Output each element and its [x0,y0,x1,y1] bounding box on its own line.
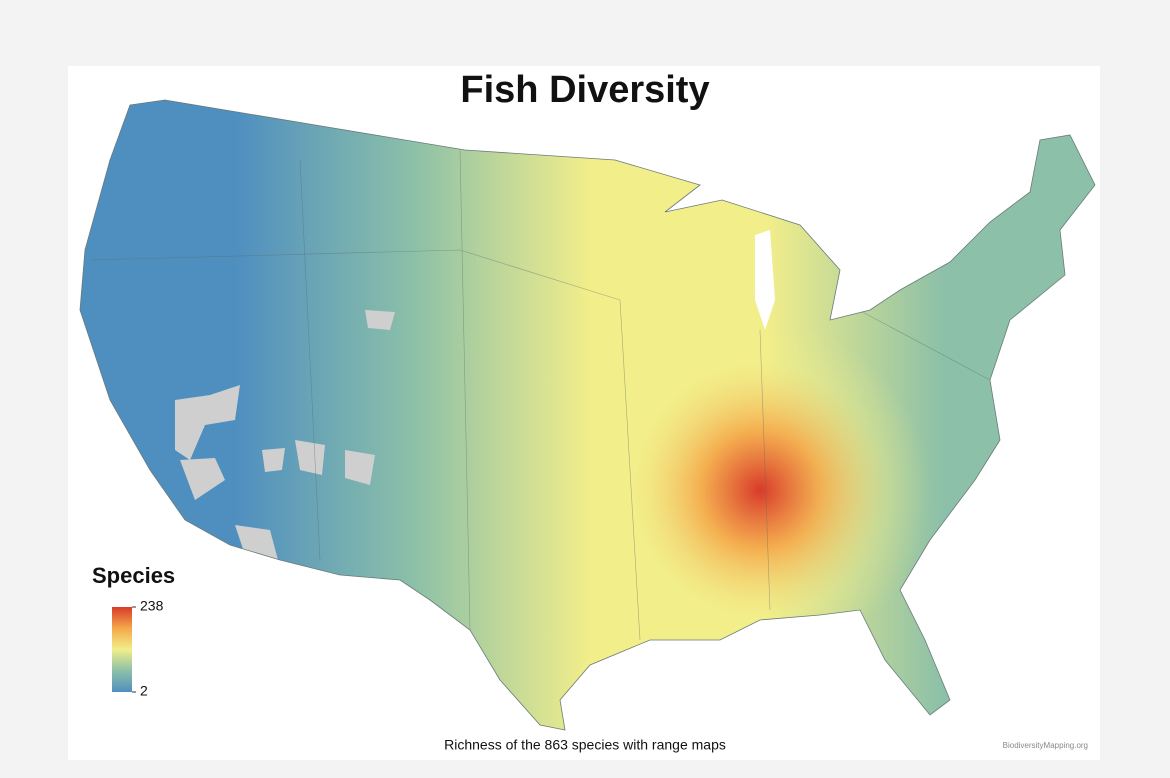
lake-michigan [755,230,775,330]
map-caption: Richness of the 863 species with range m… [444,737,726,753]
legend-title: Species [92,563,175,588]
state-borders [89,149,991,641]
legend-tick-label: 2 [140,683,148,699]
legend-tick-label: 238 [140,598,164,614]
legend-ticks: 238 2 [132,598,164,699]
no-data-areas [175,310,395,560]
map-credit: BiodiversityMapping.org [1003,741,1088,750]
map-title: Fish Diversity [460,69,709,111]
legend-colorbar [112,607,132,692]
